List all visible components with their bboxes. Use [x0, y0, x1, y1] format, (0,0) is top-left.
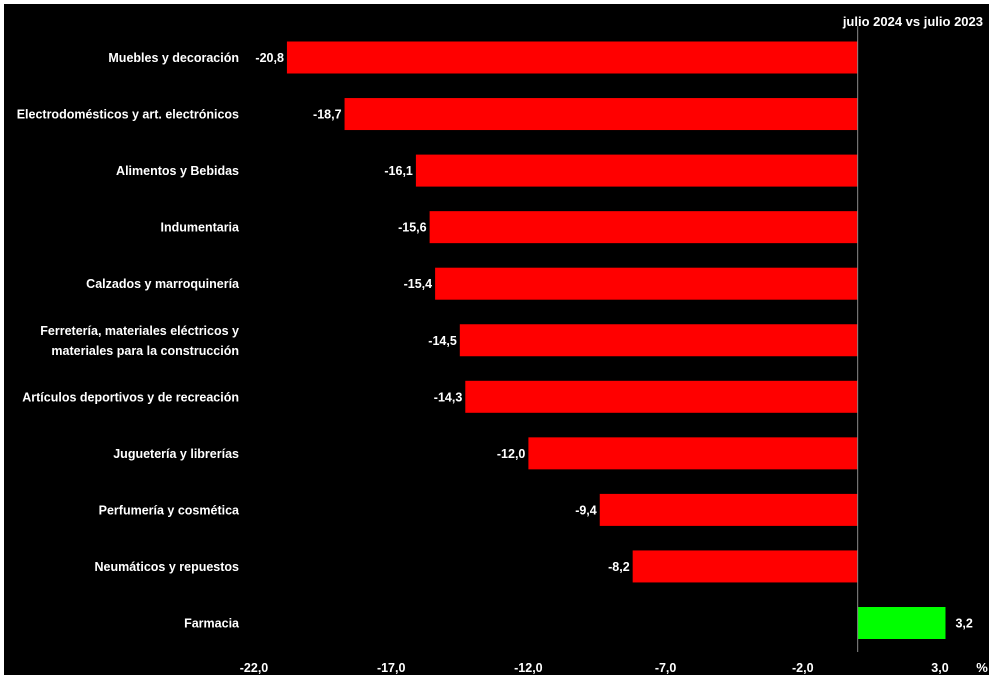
category-label: Alimentos y Bebidas: [116, 164, 239, 178]
bar-value-label: -20,8: [255, 51, 284, 65]
category-label: Ferretería, materiales eléctricos y mater…: [40, 324, 239, 358]
category-labels-group: Muebles y decoración Electrodomésticos y …: [17, 51, 240, 631]
bar-value-label: -12,0: [497, 447, 526, 461]
bar-value-label: 3,2: [955, 617, 972, 631]
x-tick-labels-group: -22,0 -17,0 -12,0 -7,0 -2,0 3,0: [240, 661, 949, 675]
x-tick-label: -22,0: [240, 661, 269, 675]
x-tick-label: 3,0: [931, 661, 948, 675]
chart-title: julio 2024 vs julio 2023: [842, 14, 983, 29]
bar-value-label: -15,6: [398, 221, 427, 235]
x-axis-unit-label: %: [976, 660, 988, 675]
category-label: Indumentaria: [161, 221, 241, 235]
category-label: Neumáticos y repuestos: [95, 560, 240, 574]
bar: [344, 98, 858, 131]
x-tick-label: -12,0: [514, 661, 543, 675]
bar-chart: julio 2024 vs julio 2023 -20,8 -18,7 -16,1…: [17, 14, 989, 675]
category-label: Electrodomésticos y art. electrónicos: [17, 108, 239, 122]
bar: [528, 437, 858, 470]
bar-value-label: -9,4: [575, 503, 597, 517]
category-label: Calzados y marroquinería: [86, 277, 240, 291]
bar: [435, 267, 858, 300]
bar-value-label: -14,5: [428, 334, 457, 348]
x-tick-label: -17,0: [377, 661, 406, 675]
bar: [415, 154, 858, 187]
value-labels-group: -20,8 -18,7 -16,1 -15,6 -15,4 -14,5 -14,3 -12,0…: [255, 51, 972, 631]
bar: [459, 324, 858, 357]
bar: [286, 41, 858, 74]
category-label: Juguetería y librerías: [113, 447, 239, 461]
bars-group: [286, 41, 946, 639]
bar-value-label: -16,1: [384, 164, 413, 178]
category-label: Perfumería y cosmética: [99, 503, 240, 517]
chart-panel: julio 2024 vs julio 2023 -20,8 -18,7 -16,1…: [4, 4, 989, 675]
x-tick-label: -2,0: [792, 661, 814, 675]
bar-value-label: -15,4: [404, 277, 433, 291]
bar: [632, 550, 858, 583]
x-tick-label: -7,0: [655, 661, 677, 675]
category-label: Muebles y decoración: [108, 51, 239, 65]
bar-value-label: -8,2: [608, 560, 630, 574]
bar: [599, 493, 858, 526]
bar-value-label: -14,3: [434, 390, 463, 404]
bar: [429, 211, 858, 244]
category-label: Artículos deportivos y de recreación: [22, 390, 239, 404]
category-label: Farmacia: [184, 617, 240, 631]
bar: [857, 607, 946, 639]
bar: [465, 380, 858, 413]
bar-value-label: -18,7: [313, 108, 342, 122]
